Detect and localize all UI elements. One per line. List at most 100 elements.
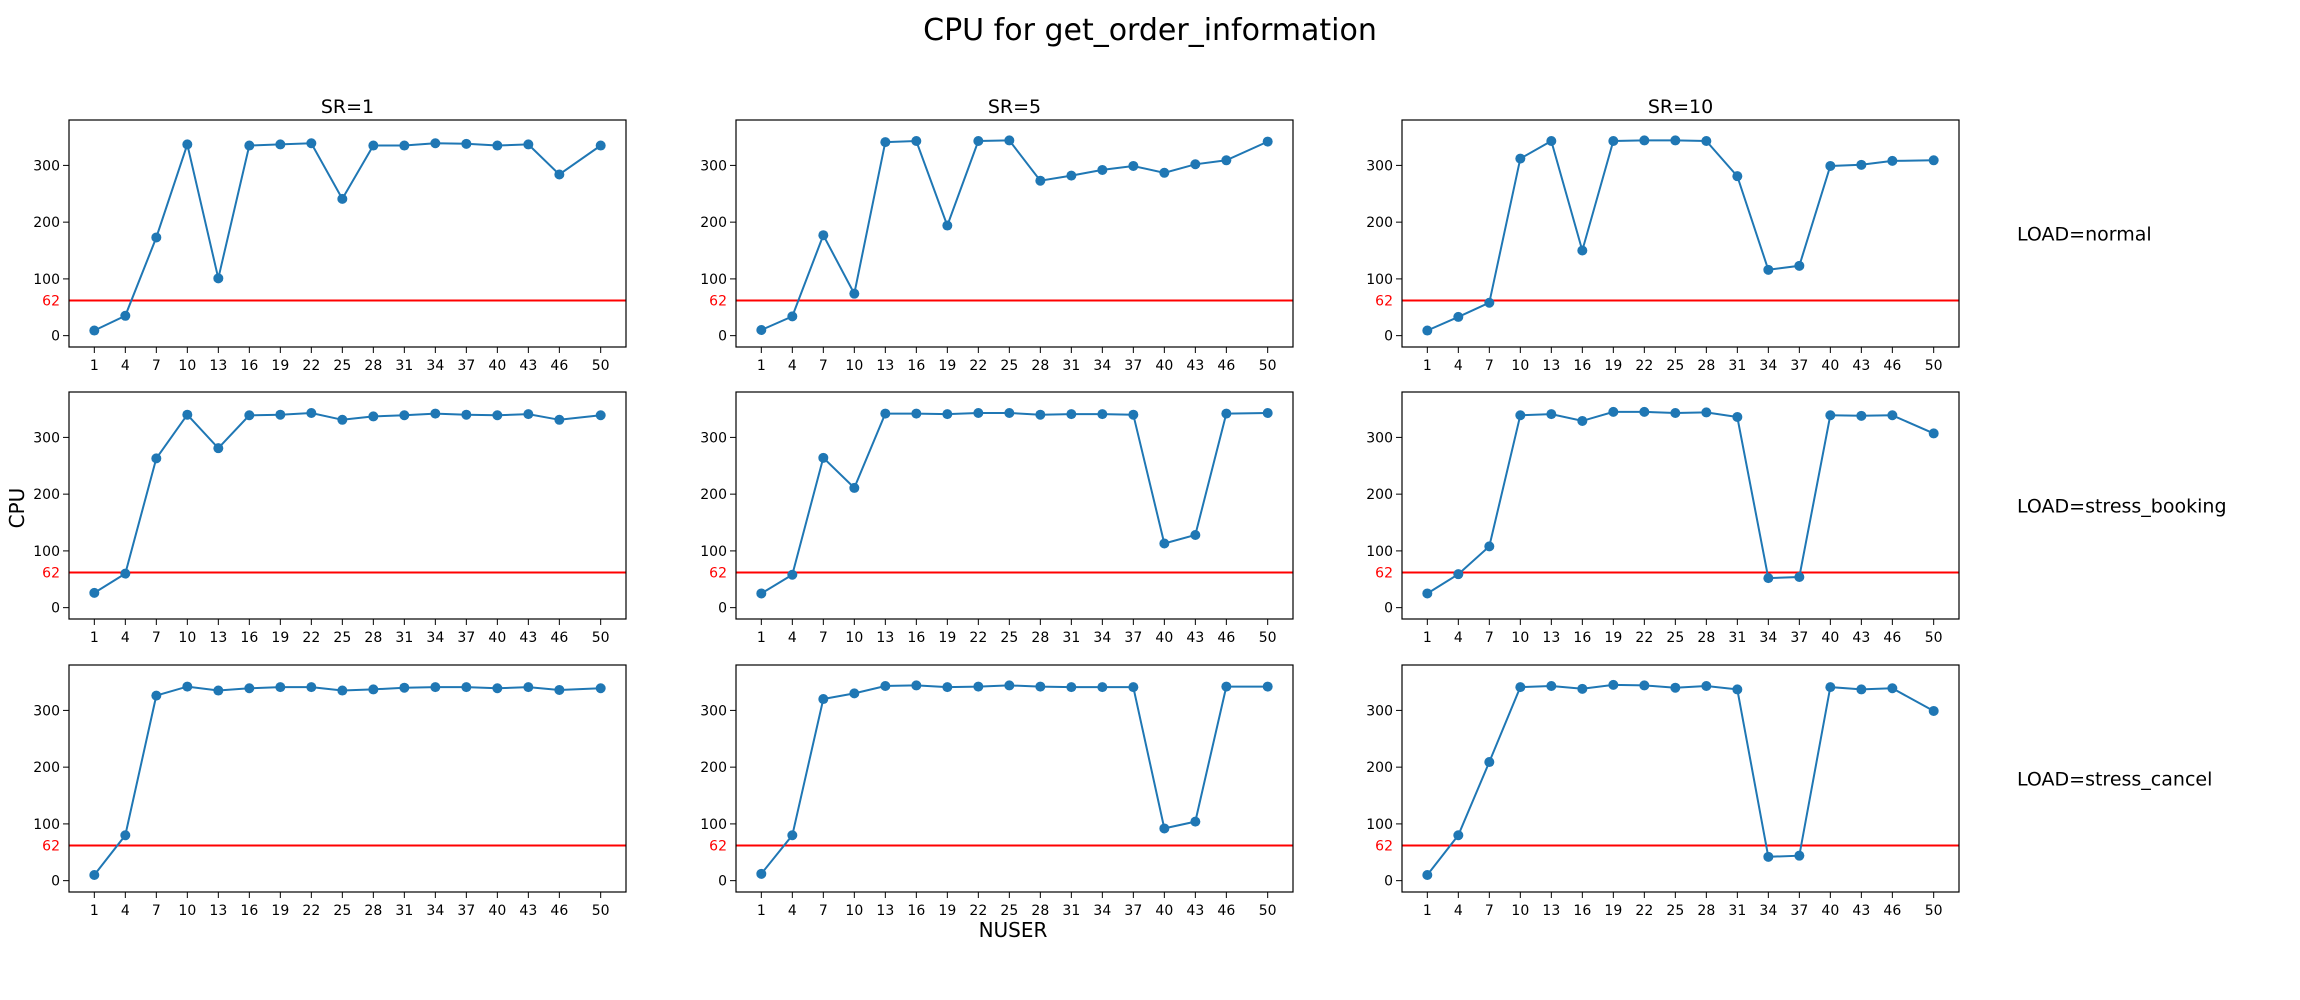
data-point [399, 410, 410, 421]
x-tick-label: 19 [1604, 358, 1622, 374]
data-point [1066, 170, 1077, 181]
x-tick-label: 4 [1454, 630, 1463, 646]
threshold-label: 62 [709, 293, 727, 309]
x-tick-label: 7 [1485, 358, 1494, 374]
y-tick-label: 200 [1366, 487, 1393, 503]
x-tick-label: 28 [364, 903, 382, 919]
threshold-label: 62 [42, 293, 60, 309]
data-point [818, 452, 829, 463]
data-point [1639, 135, 1650, 146]
data-point [1763, 573, 1774, 584]
data-point [554, 169, 565, 180]
x-tick-label: 43 [1186, 630, 1204, 646]
data-point [818, 230, 829, 241]
data-point [275, 139, 286, 150]
data-point [1515, 410, 1526, 421]
x-tick-label: 28 [364, 358, 382, 374]
data-point [1484, 541, 1495, 552]
x-tick-label: 4 [121, 903, 130, 919]
chart-title: CPU for get_order_information [923, 13, 1377, 48]
data-point [213, 443, 224, 454]
x-tick-label: 28 [1031, 358, 1049, 374]
x-tick-label: 37 [1124, 630, 1142, 646]
y-tick-label: 0 [1384, 329, 1393, 345]
x-tick-label: 10 [845, 358, 863, 374]
x-tick-label: 22 [302, 903, 320, 919]
x-tick-label: 7 [1485, 903, 1494, 919]
data-point [1128, 409, 1139, 420]
x-tick-label: 31 [395, 358, 413, 374]
y-tick-label: 100 [700, 817, 727, 833]
x-tick-label: 34 [426, 903, 444, 919]
y-tick-label: 300 [700, 703, 727, 719]
x-tick-label: 50 [1259, 903, 1277, 919]
data-point [1190, 816, 1201, 827]
data-point [1856, 410, 1867, 421]
x-tick-label: 19 [938, 903, 956, 919]
x-tick-label: 40 [488, 358, 506, 374]
x-tick-label: 31 [1062, 630, 1080, 646]
series-line [93, 411, 601, 594]
data-point [1825, 160, 1836, 171]
row-label: LOAD=stress_cancel [2017, 769, 2212, 791]
x-tick-label: 43 [1852, 903, 1870, 919]
x-tick-label: 10 [1511, 358, 1529, 374]
data-point [973, 407, 984, 418]
x-tick-label: 1 [757, 358, 766, 374]
x-tick-label: 37 [457, 630, 475, 646]
data-point [1422, 325, 1433, 336]
data-point [1221, 681, 1232, 692]
data-point [1221, 408, 1232, 419]
data-point [880, 680, 891, 691]
x-tick-label: 43 [519, 358, 537, 374]
x-tick-label: 10 [845, 630, 863, 646]
data-point [1159, 823, 1170, 834]
x-tick-label: 25 [333, 358, 351, 374]
data-point [849, 482, 860, 493]
data-point [151, 232, 162, 243]
x-tick-label: 43 [1852, 630, 1870, 646]
x-tick-label: 46 [1217, 903, 1235, 919]
data-point [1262, 136, 1273, 147]
data-point [911, 680, 922, 691]
x-tick-label: 22 [1635, 903, 1653, 919]
y-tick-label: 100 [33, 544, 60, 560]
subplot-r2-c1: 0 100 200 300 1 4 7 10 13 16 19 22 25 28 31 34 37 40 43 46 5… [700, 664, 1294, 919]
series-line [1426, 410, 1935, 595]
x-tick-label: 43 [519, 630, 537, 646]
y-tick-label: 100 [33, 817, 60, 833]
x-tick-label: 34 [1759, 358, 1777, 374]
data-point [1639, 406, 1650, 417]
data-point [244, 410, 255, 421]
data-point [399, 140, 410, 151]
y-tick-label: 0 [51, 601, 60, 617]
y-tick-label: 300 [33, 703, 60, 719]
data-point [1794, 572, 1805, 583]
data-point [120, 830, 131, 841]
subplot-r1-c2: 0 100 200 300 1 4 7 10 13 16 19 22 25 28 31 34 37 40 43 46 5… [1366, 391, 2227, 646]
data-point [1670, 682, 1681, 693]
data-point [337, 685, 348, 696]
x-tick-label: 1 [90, 358, 99, 374]
x-tick-label: 16 [907, 903, 925, 919]
x-tick-label: 28 [364, 630, 382, 646]
x-tick-label: 40 [1821, 358, 1839, 374]
data-point [306, 407, 317, 418]
threshold-label: 62 [1375, 293, 1393, 309]
x-tick-label: 37 [1790, 630, 1808, 646]
data-point [1701, 680, 1712, 691]
data-point [1732, 684, 1743, 695]
x-tick-label: 40 [1155, 903, 1173, 919]
x-tick-label: 37 [457, 903, 475, 919]
x-tick-label: 34 [426, 630, 444, 646]
data-point [1701, 135, 1712, 146]
column-title: SR=1 [321, 96, 374, 118]
data-point [1035, 175, 1046, 186]
data-point [120, 568, 131, 579]
x-tick-label: 1 [1423, 358, 1432, 374]
y-tick-label: 100 [700, 272, 727, 288]
x-tick-label: 10 [178, 630, 196, 646]
plot-frame [1401, 664, 1960, 893]
x-tick-label: 37 [457, 358, 475, 374]
